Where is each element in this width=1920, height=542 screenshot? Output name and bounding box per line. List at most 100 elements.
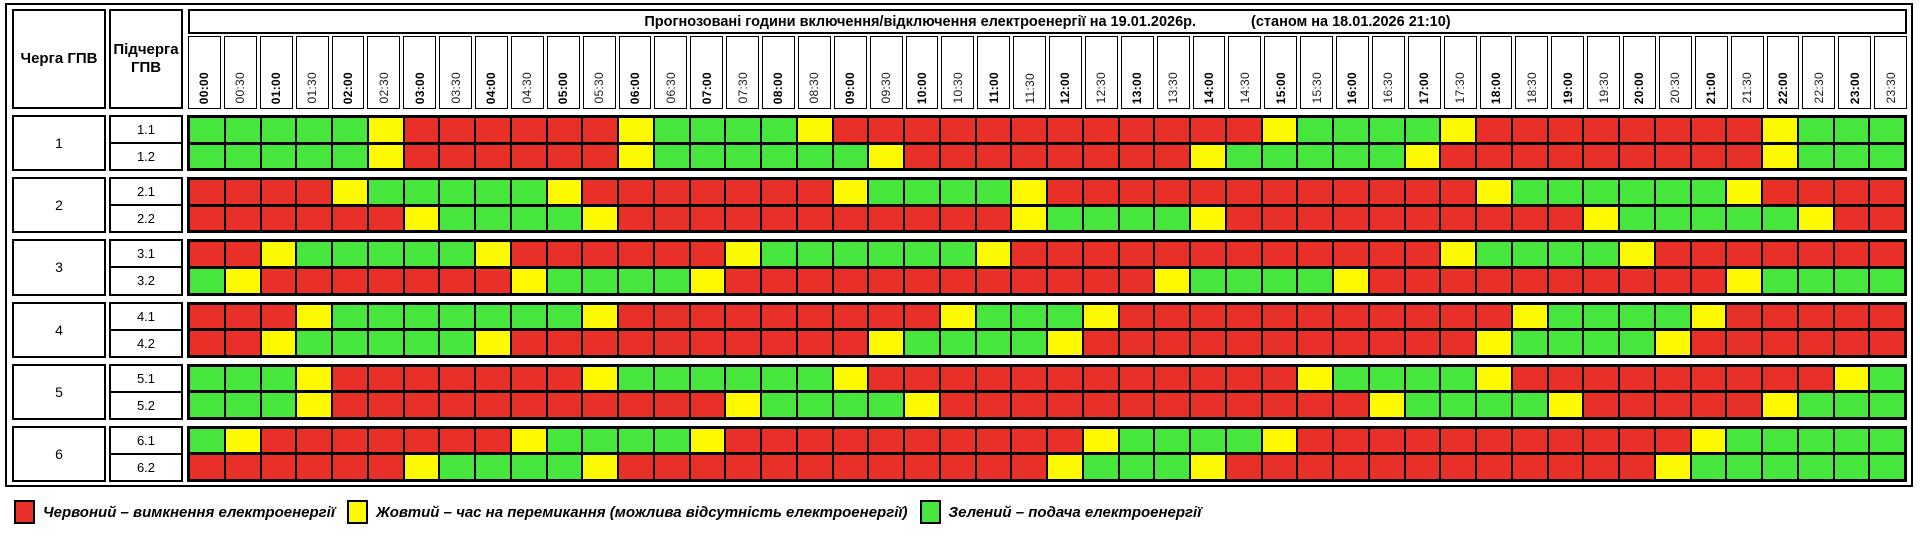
time-label-text: 21:30: [1740, 72, 1755, 104]
schedule-row-5.2: [189, 392, 1905, 418]
schedule-cell: [939, 330, 976, 356]
schedule-cell: [1797, 427, 1834, 454]
schedule-cell: [1583, 365, 1619, 392]
schedule-cell: [1154, 117, 1190, 143]
schedule-cell: [761, 427, 797, 454]
schedule-cell: [1654, 117, 1691, 143]
schedule-cell: [796, 267, 833, 294]
time-label-0100: 01:00: [259, 36, 293, 109]
schedule-cell: [1118, 427, 1155, 454]
schedule-cell: [1047, 117, 1083, 143]
schedule-cell: [1154, 427, 1190, 454]
schedule-cell: [725, 365, 761, 392]
time-label-1230: 12:30: [1084, 36, 1118, 109]
schedule-cell: [475, 267, 511, 294]
time-label-2330: 23:30: [1874, 36, 1907, 109]
schedule-cell: [904, 365, 940, 392]
schedule-cell: [1225, 241, 1262, 267]
schedule-cell: [1333, 392, 1369, 418]
schedule-cell: [1368, 427, 1405, 454]
schedule-cell: [1654, 241, 1691, 267]
schedule-cell: [1190, 143, 1226, 170]
schedule-cell: [689, 330, 726, 356]
schedule-cell: [939, 143, 976, 170]
time-label-2200: 22:00: [1766, 36, 1800, 109]
schedule-cell: [332, 205, 368, 232]
schedule-cell: [1154, 267, 1190, 294]
subqueue-column: 6.1 6.2: [109, 425, 183, 483]
schedule-cell: [868, 117, 904, 143]
schedule-cell: [510, 427, 547, 454]
schedule-cell: [796, 241, 833, 267]
schedule-cell: [1476, 205, 1512, 232]
schedule-cell: [1368, 117, 1405, 143]
schedule-cell: [796, 365, 833, 392]
schedule-cell: [1547, 392, 1584, 418]
schedule-cell: [1619, 267, 1655, 294]
time-label-1300: 13:00: [1120, 36, 1154, 109]
schedule-cell: [224, 392, 261, 418]
schedule-cell: [1440, 365, 1476, 392]
time-label-0630: 06:30: [654, 36, 688, 109]
schedule-cell: [475, 205, 511, 232]
schedule-cell: [1368, 330, 1405, 356]
schedule-cell: [296, 330, 332, 356]
schedule-cell: [1404, 205, 1441, 232]
schedule-cell: [403, 267, 440, 294]
time-label-0700: 07:00: [690, 36, 724, 109]
schedule-cell: [439, 205, 475, 232]
schedule-cell: [1368, 179, 1405, 205]
legend-item: Червоний – вимкнення електроенергії: [14, 500, 335, 524]
schedule-cell: [1440, 241, 1476, 267]
schedule-cell: [761, 241, 797, 267]
schedule-cell: [1869, 365, 1905, 392]
schedule-cell: [975, 330, 1012, 356]
time-label-text: 06:00: [627, 71, 642, 104]
schedule-cell: [1190, 427, 1226, 454]
schedule-cell: [439, 267, 475, 294]
schedule-cell: [725, 392, 761, 418]
schedule-cell: [1082, 267, 1119, 294]
schedule-cell: [475, 143, 511, 170]
schedule-cell: [1297, 454, 1333, 481]
schedule-cell: [189, 117, 225, 143]
queue-group-6: 6 6.1 6.2: [10, 425, 1908, 483]
schedule-cell: [689, 143, 726, 170]
schedule-cell: [296, 205, 332, 232]
schedule-cell: [1118, 392, 1155, 418]
subqueue-label-2.1: 2.1: [111, 179, 181, 207]
schedule-cell: [439, 392, 475, 418]
schedule-cell: [367, 241, 404, 267]
schedule-cell: [224, 427, 261, 454]
schedule-cell: [367, 392, 404, 418]
schedule-cell: [1154, 454, 1190, 481]
time-label-text: 22:00: [1775, 71, 1790, 104]
schedule-cell: [1654, 205, 1691, 232]
schedule-cell: [1333, 454, 1369, 481]
schedule-cell: [1404, 365, 1441, 392]
schedule-cell: [260, 365, 297, 392]
time-label-text: 13:30: [1166, 72, 1181, 104]
schedule-cell: [1726, 143, 1762, 170]
schedule-cell: [796, 179, 833, 205]
schedule-cell: [1762, 267, 1798, 294]
schedule-cell: [868, 205, 904, 232]
schedule-cell: [1833, 303, 1870, 330]
schedule-cell: [189, 392, 225, 418]
time-label-2100: 21:00: [1694, 36, 1728, 109]
schedule-cell: [224, 365, 261, 392]
schedule-cell: [260, 241, 297, 267]
schedule-cell: [439, 303, 475, 330]
schedule-cell: [1762, 303, 1798, 330]
schedule-cell: [1297, 117, 1333, 143]
schedule-cell: [1082, 179, 1119, 205]
schedule-cell: [546, 303, 583, 330]
schedule-cell: [1583, 392, 1619, 418]
schedule-cell: [1511, 330, 1548, 356]
schedule-cell: [618, 179, 654, 205]
schedule-cell: [546, 143, 583, 170]
subqueue-label-3.1: 3.1: [111, 241, 181, 269]
schedule-cell: [1190, 365, 1226, 392]
schedule-cell: [1797, 241, 1834, 267]
time-label-0500: 05:00: [546, 36, 580, 109]
